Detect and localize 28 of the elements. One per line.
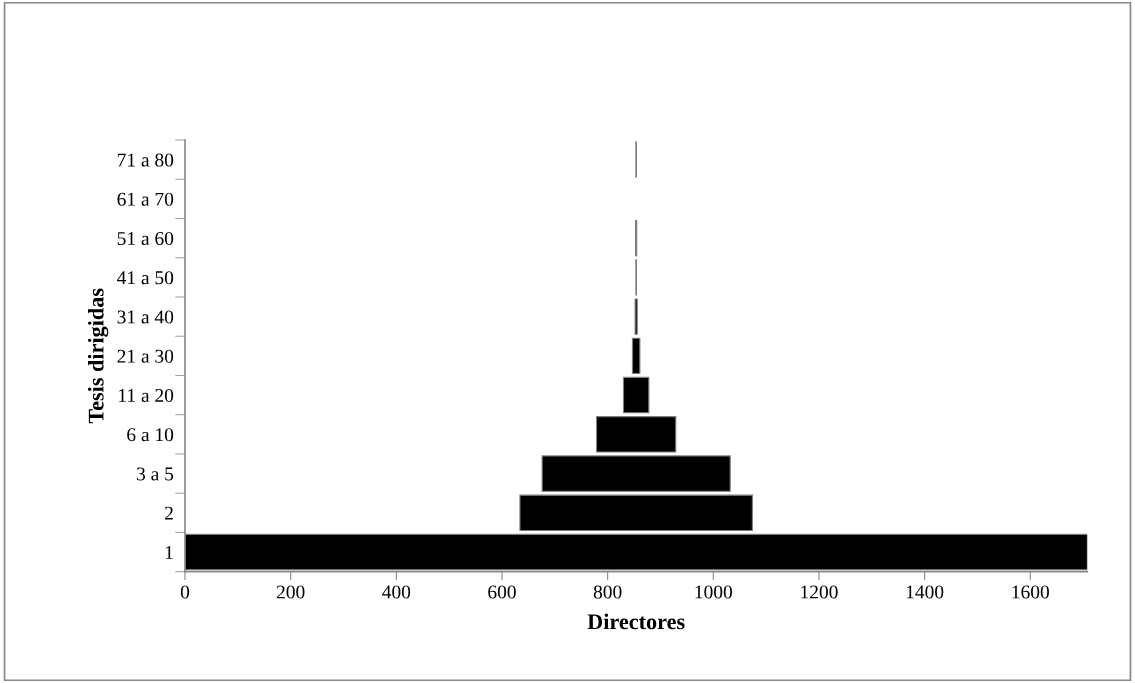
y-tick-label: 1 xyxy=(165,545,173,559)
x-tick-label: 1400 xyxy=(906,585,944,599)
bar xyxy=(519,494,753,532)
y-tick-label: 21 a 30 xyxy=(117,349,174,363)
y-tick-label: 31 a 40 xyxy=(117,310,174,324)
x-axis-title: Directores xyxy=(587,613,685,630)
x-tick-label: 1000 xyxy=(695,585,732,599)
bar xyxy=(541,455,731,492)
x-tick-label: 600 xyxy=(488,585,516,599)
x-tick-label: 1600 xyxy=(1012,585,1049,599)
y-tick-label: 11 a 20 xyxy=(119,388,174,403)
x-tick-label: 800 xyxy=(593,585,622,599)
y-tick-label: 61 a 70 xyxy=(117,192,174,206)
bar xyxy=(595,416,677,453)
bar xyxy=(634,298,638,335)
bar xyxy=(622,376,650,414)
y-tick-label: 6 a 10 xyxy=(127,428,174,442)
y-axis-title: Tesis dirigidas xyxy=(87,288,109,424)
y-tick-label: 71 a 80 xyxy=(117,153,174,167)
x-tick-label: 1200 xyxy=(801,585,838,599)
bar xyxy=(631,337,641,375)
y-tick-label: 2 xyxy=(165,506,173,520)
x-tick-label: 200 xyxy=(276,585,305,599)
x-tick-label: 400 xyxy=(382,585,411,599)
y-tick-label: 3 a 5 xyxy=(137,467,174,481)
y-tick-label: 41 a 50 xyxy=(117,271,174,285)
y-tick-label: 51 a 60 xyxy=(117,231,174,246)
x-tick-label: 0 xyxy=(180,585,190,599)
